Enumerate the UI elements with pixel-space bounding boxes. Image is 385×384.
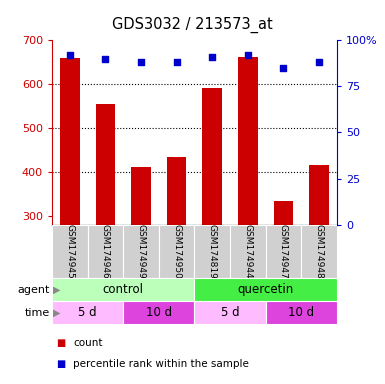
Bar <box>266 301 337 324</box>
Bar <box>52 301 123 324</box>
Bar <box>274 201 293 225</box>
Text: agent: agent <box>18 285 50 295</box>
Text: quercetin: quercetin <box>238 283 294 296</box>
Text: count: count <box>73 338 103 348</box>
Text: control: control <box>103 283 144 296</box>
Bar <box>238 57 258 225</box>
Bar <box>60 58 80 225</box>
Text: GSM174948: GSM174948 <box>315 224 323 279</box>
Bar <box>95 104 115 225</box>
Point <box>174 60 180 66</box>
Point <box>138 60 144 66</box>
Bar <box>194 301 266 324</box>
Text: GSM174819: GSM174819 <box>208 224 217 279</box>
Bar <box>230 225 266 278</box>
Text: ■: ■ <box>56 359 65 369</box>
Text: 10 d: 10 d <box>146 306 172 319</box>
Bar <box>159 225 194 278</box>
Bar <box>266 225 301 278</box>
Text: GSM174947: GSM174947 <box>279 224 288 279</box>
Text: GSM174946: GSM174946 <box>101 224 110 279</box>
Bar <box>194 225 230 278</box>
Bar <box>203 88 222 225</box>
Bar <box>52 225 88 278</box>
Text: ▶: ▶ <box>53 285 60 295</box>
Text: 5 d: 5 d <box>78 306 97 319</box>
Point <box>280 65 286 71</box>
Bar <box>301 225 337 278</box>
Text: time: time <box>25 308 50 318</box>
Bar <box>52 278 194 301</box>
Bar <box>131 167 151 225</box>
Point <box>102 56 109 62</box>
Text: ■: ■ <box>56 338 65 348</box>
Bar <box>123 301 194 324</box>
Point <box>245 52 251 58</box>
Bar <box>88 225 123 278</box>
Bar <box>123 225 159 278</box>
Text: GSM174950: GSM174950 <box>172 224 181 279</box>
Text: percentile rank within the sample: percentile rank within the sample <box>73 359 249 369</box>
Text: GSM174945: GSM174945 <box>65 224 74 279</box>
Point <box>67 52 73 58</box>
Point <box>209 54 215 60</box>
Point <box>316 60 322 66</box>
Text: ▶: ▶ <box>53 308 60 318</box>
Text: GSM174949: GSM174949 <box>137 224 146 279</box>
Bar <box>194 278 337 301</box>
Text: 10 d: 10 d <box>288 306 314 319</box>
Bar <box>167 157 186 225</box>
Text: GDS3032 / 213573_at: GDS3032 / 213573_at <box>112 17 273 33</box>
Text: GSM174944: GSM174944 <box>243 224 252 279</box>
Bar <box>309 166 329 225</box>
Text: 5 d: 5 d <box>221 306 239 319</box>
